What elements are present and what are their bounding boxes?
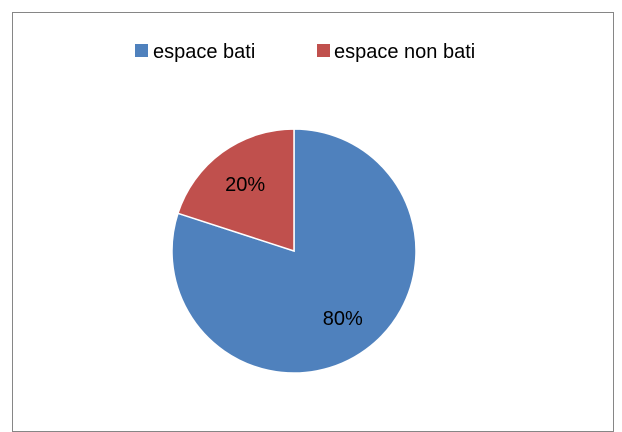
pie-labels: 80% 20% xyxy=(225,174,363,330)
legend: espace bati espace non bati xyxy=(135,41,475,63)
legend-item-espace-bati: espace bati xyxy=(135,41,255,63)
data-label-espace-non-bati: 20% xyxy=(225,174,265,196)
legend-swatch-espace-bati xyxy=(135,44,148,57)
legend-item-espace-non-bati: espace non bati xyxy=(317,41,475,63)
legend-label-espace-bati: espace bati xyxy=(153,41,255,63)
legend-swatch-espace-non-bati xyxy=(317,44,330,57)
legend-label-espace-non-bati: espace non bati xyxy=(334,41,475,63)
pie-slices xyxy=(171,128,417,374)
data-label-espace-bati: 80% xyxy=(323,308,363,330)
pie-slice-espace-non-bati xyxy=(177,128,295,253)
